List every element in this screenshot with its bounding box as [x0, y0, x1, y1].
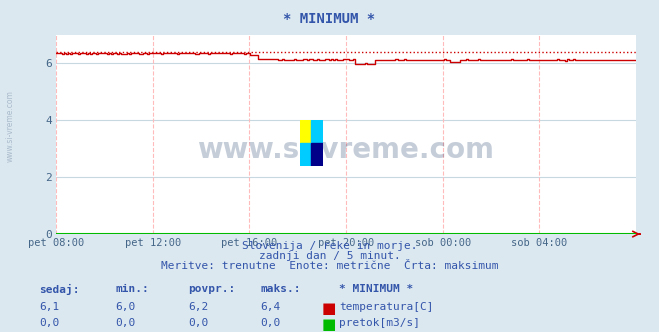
Text: www.si-vreme.com: www.si-vreme.com: [5, 90, 14, 162]
Text: ■: ■: [322, 301, 336, 316]
Text: 0,0: 0,0: [40, 318, 60, 328]
Text: 6,1: 6,1: [40, 302, 60, 312]
Text: maks.:: maks.:: [260, 284, 301, 294]
Text: 6,4: 6,4: [260, 302, 281, 312]
Text: Meritve: trenutne  Enote: metrične  Črta: maksimum: Meritve: trenutne Enote: metrične Črta: …: [161, 261, 498, 271]
Text: * MINIMUM *: * MINIMUM *: [339, 284, 414, 294]
Text: 0,0: 0,0: [115, 318, 136, 328]
Text: pretok[m3/s]: pretok[m3/s]: [339, 318, 420, 328]
Text: www.si-vreme.com: www.si-vreme.com: [198, 136, 494, 164]
Text: temperatura[C]: temperatura[C]: [339, 302, 434, 312]
Text: povpr.:: povpr.:: [188, 284, 235, 294]
Text: sedaj:: sedaj:: [40, 284, 80, 295]
Text: Slovenija / reke in morje.: Slovenija / reke in morje.: [242, 241, 417, 251]
Text: 0,0: 0,0: [260, 318, 281, 328]
Text: min.:: min.:: [115, 284, 149, 294]
Bar: [312, 143, 323, 166]
Bar: [312, 120, 323, 143]
Text: 6,0: 6,0: [115, 302, 136, 312]
Text: ■: ■: [322, 317, 336, 332]
Bar: [300, 143, 312, 166]
Text: 6,2: 6,2: [188, 302, 208, 312]
Text: zadnji dan / 5 minut.: zadnji dan / 5 minut.: [258, 251, 401, 261]
Text: 0,0: 0,0: [188, 318, 208, 328]
Text: * MINIMUM *: * MINIMUM *: [283, 12, 376, 26]
Bar: [300, 120, 312, 143]
